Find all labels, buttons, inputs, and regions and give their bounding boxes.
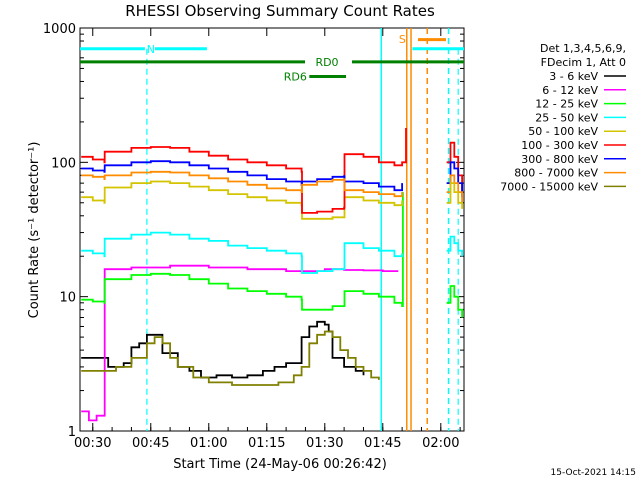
series-line-25-50-kev: [81, 231, 404, 274]
legend-label-300-800-kev: 300 - 800 keV: [521, 153, 598, 166]
legend-label-6-12-kev: 6 - 12 keV: [542, 84, 598, 97]
series-line-50-100-kev: [81, 180, 404, 220]
series-line-100-300-kev-late: [446, 141, 464, 193]
x-axis: 00:30 00:45 01:00 01:15 01:30 01:45 02:00: [74, 28, 461, 451]
series-line-300-800-kev: [81, 160, 404, 192]
y-tick-label: 10: [59, 291, 76, 306]
x-tick-label: 02:00: [422, 436, 459, 451]
x-tick-label: 00:30: [74, 436, 111, 451]
x-tick-label: 01:30: [306, 436, 343, 451]
event-bars: N S RD0 RD6: [80, 33, 464, 431]
legend-label-3-6-kev: 3 - 6 keV: [549, 70, 598, 83]
x-tick-label: 01:15: [248, 436, 285, 451]
series-line-25-50-kev-late: [446, 235, 464, 257]
chart-title: RHESSI Observing Summary Count Rates: [125, 2, 435, 20]
legend-label-800-7000-kev: 800 - 7000 keV: [514, 167, 598, 180]
y-axis: 1 10 100 1000: [43, 22, 464, 440]
x-tick-label: 00:45: [132, 436, 169, 451]
legend-label-7000-15000-kev: 7000 - 15000 keV: [500, 180, 598, 193]
legend-label-12-25-kev: 12 - 25 keV: [535, 98, 598, 111]
legend-header-line-2: FDecim 1, Att 0: [541, 56, 626, 69]
legend-label-50-100-kev: 50 - 100 keV: [528, 125, 598, 138]
legend-label-25-50-kev: 25 - 50 keV: [535, 111, 598, 124]
series-line-800-7000-kev: [81, 170, 404, 198]
y-tick-label: 1: [68, 425, 76, 440]
legend-label-100-300-kev: 100 - 300 keV: [521, 139, 598, 152]
series-line-50-100-kev-late: [446, 182, 464, 209]
series-line-12-25-kev-late: [446, 285, 464, 318]
legend: Det 1,3,4,5,6,9, FDecim 1, Att 0 3 - 6 k…: [500, 42, 626, 193]
x-tick-label: 01:00: [190, 436, 227, 451]
legend-header-line-1: Det 1,3,4,5,6,9,: [540, 42, 626, 55]
y-tick-label: 100: [51, 156, 76, 171]
series-lines: [81, 128, 464, 422]
plot-area: [79, 27, 465, 432]
y-axis-label: Count Rate (s⁻¹ detector⁻¹): [27, 142, 42, 319]
x-tick-label: 01:45: [364, 436, 401, 451]
rd0-label: RD0: [315, 56, 338, 69]
rd6-label: RD6: [284, 70, 307, 83]
x-axis-label: Start Time (24-May-06 00:26:42): [173, 457, 387, 472]
footer-date: 15-Oct-2021 14:15: [551, 468, 636, 478]
series-line-12-25-kev: [81, 192, 404, 311]
n-label: N: [147, 43, 155, 56]
s-label: S: [399, 33, 406, 46]
series-line-7000-15000-kev: [81, 330, 380, 386]
series-line-3-6-kev: [81, 320, 365, 379]
series-line-6-12-kev: [81, 264, 399, 422]
series-line-100-300-kev: [81, 128, 407, 214]
plot-frame: [79, 27, 465, 432]
y-tick-label: 1000: [43, 22, 76, 37]
vertical-markers: [380, 28, 450, 431]
